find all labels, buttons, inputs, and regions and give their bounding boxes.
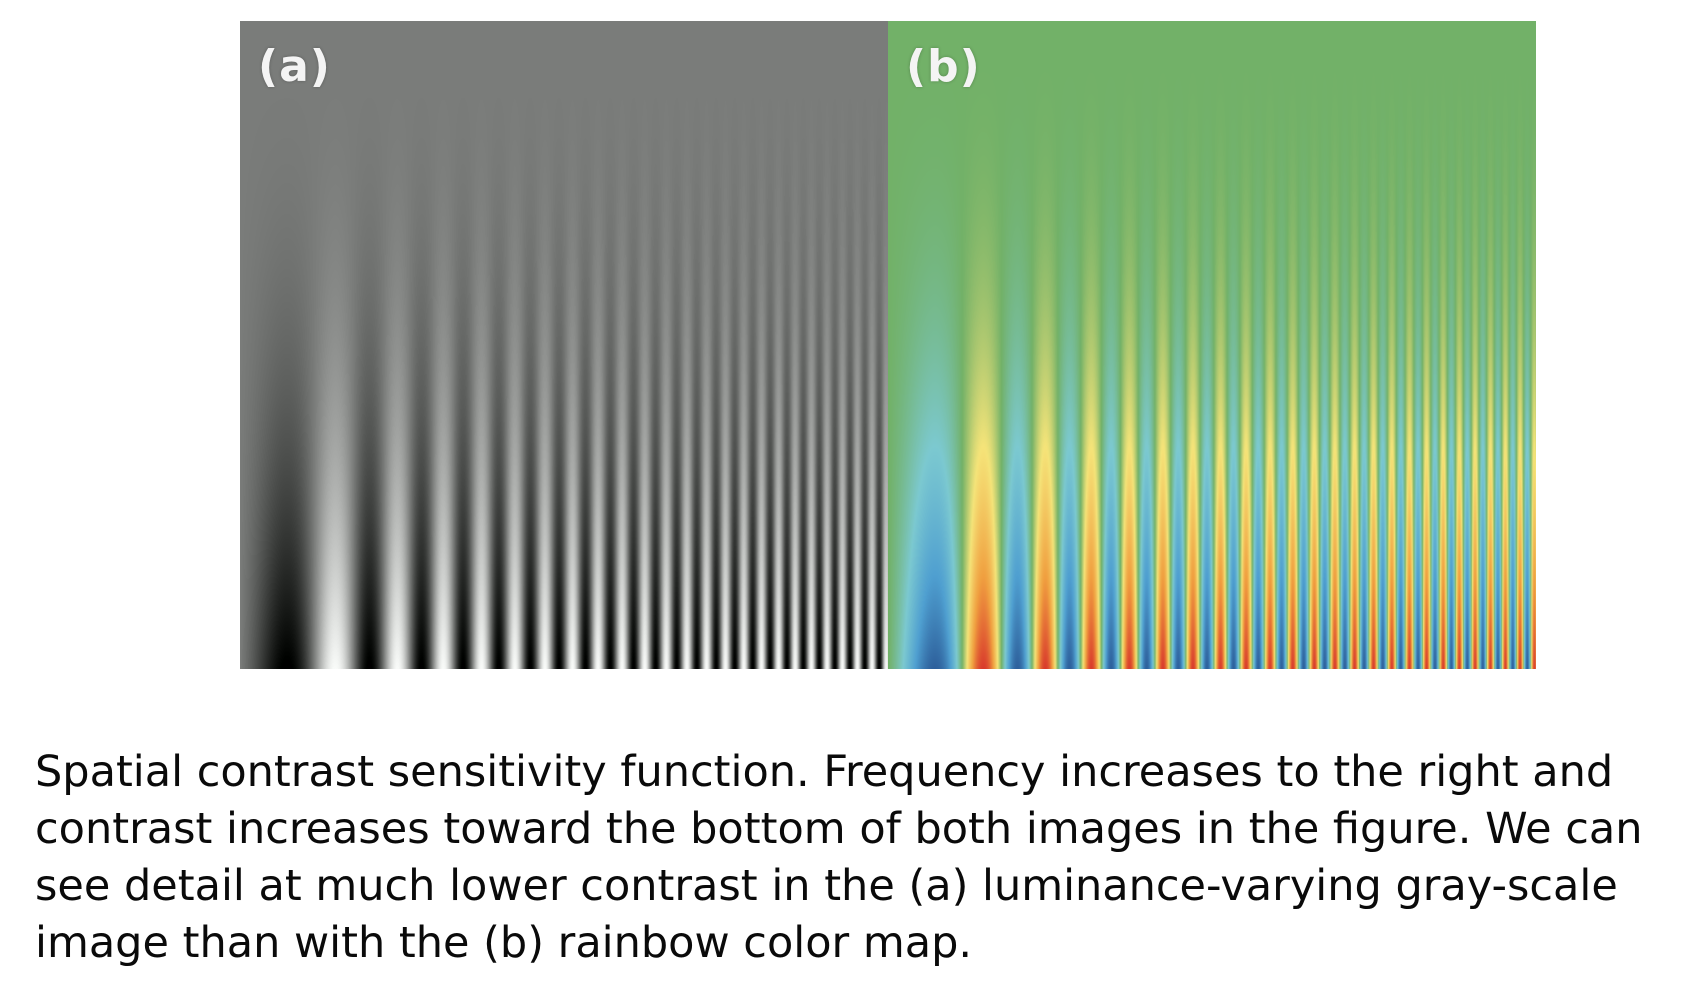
panel-b-label: (b) [906,41,981,92]
csf-figure: (a) (b) [240,21,1537,669]
rainbow-grating-image [888,21,1536,669]
figure-caption: Spatial contrast sensitivity function. F… [35,747,1643,968]
grayscale-grating-image [240,21,888,669]
panel-a-label: (a) [258,41,331,92]
panel-a-grayscale: (a) [240,21,888,669]
panel-b-rainbow: (b) [888,21,1536,669]
